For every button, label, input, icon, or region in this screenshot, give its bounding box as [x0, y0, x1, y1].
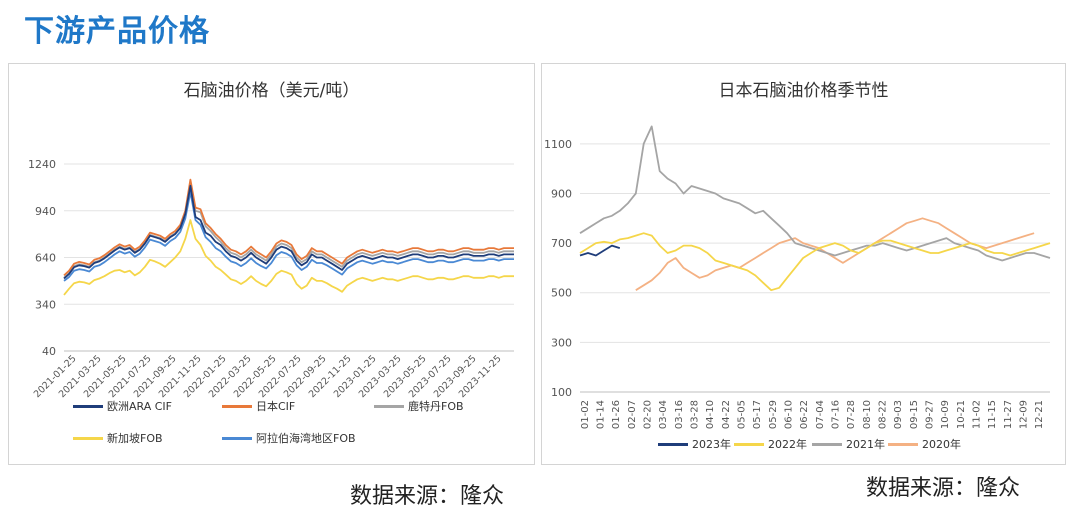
x-tick-label: 05-05 — [737, 400, 748, 429]
x-tick-label: 12-09 — [1019, 400, 1030, 429]
legend-item: 2023年 — [658, 436, 731, 452]
legend-swatch — [73, 404, 103, 408]
source-note-left: 数据来源：隆众 — [350, 484, 505, 509]
chart-panel-japan-seasonality: 日本石脑油价格季节性 100 300 500 700 900 1100 01-02 01-14… — [541, 63, 1066, 465]
legend-swatch — [658, 442, 688, 446]
legend-swatch — [374, 404, 404, 408]
x-tick-label: 01-14 — [596, 400, 607, 429]
legend-label: 2020年 — [922, 438, 961, 451]
legend-item: 鹿特丹FOB — [374, 398, 464, 414]
y-tick-label: 500 — [551, 287, 572, 300]
chart-title: 石脑油价格（美元/吨） — [183, 81, 360, 101]
x-tick-label: 03-16 — [674, 400, 685, 429]
y-tick-label: 1240 — [28, 158, 56, 171]
x-tick-label: 07-16 — [831, 400, 842, 429]
x-tick-label: 05-29 — [768, 400, 779, 429]
series-line-1 — [63, 178, 514, 277]
x-tick-label: 02-20 — [643, 400, 654, 429]
x-tick-label: 02-07 — [627, 400, 638, 429]
x-tick-label: 09-15 — [909, 400, 920, 429]
y-tick-label: 40 — [42, 345, 56, 358]
y-tick-label: 700 — [551, 237, 572, 250]
legend-item: 欧洲ARA CIF — [73, 398, 172, 414]
x-tick-label: 05-17 — [752, 400, 763, 429]
legend-label: 欧洲ARA CIF — [107, 400, 172, 413]
x-tick-label: 11-02 — [972, 400, 983, 429]
legend-swatch — [73, 436, 103, 440]
series-line-1 — [579, 232, 1051, 292]
x-tick-label: 06-10 — [784, 400, 795, 429]
legend-item: 日本CIF — [222, 398, 295, 414]
x-tick-label: 09-27 — [925, 400, 936, 429]
y-tick-label: 940 — [35, 205, 56, 218]
legend-label: 2023年 — [692, 438, 731, 451]
chart-title: 日本石脑油价格季节性 — [718, 81, 889, 101]
legend-swatch — [222, 436, 252, 440]
legend-label: 阿拉伯海湾地区FOB — [256, 432, 356, 445]
x-tick-label: 11-15 — [987, 400, 998, 429]
legend-label: 2022年 — [768, 438, 807, 451]
chart-naphtha-price: 4034064094012402021-01-252021-03-252021-… — [28, 158, 514, 400]
chart-panel-naphtha-price: 石脑油价格（美元/吨） 40 340 640 940 1240 2021-01-25 202… — [8, 63, 535, 465]
legend-swatch — [812, 442, 842, 446]
y-tick-label: 1100 — [544, 138, 572, 151]
x-tick-label: 10-09 — [940, 400, 951, 429]
x-tick-label: 04-22 — [721, 400, 732, 429]
x-tick-label: 12-21 — [1034, 400, 1045, 429]
legend-label: 日本CIF — [256, 400, 296, 413]
chart-japan-seasonality: 100 300 500 700 900 1100 01-02 01-14 01-26 02-07 0… — [544, 125, 1051, 429]
y-tick-label: 900 — [551, 187, 572, 200]
series-line-3 — [635, 217, 1035, 291]
legend-label: 2021年 — [846, 438, 885, 451]
legend-item: 2020年 — [888, 436, 961, 452]
x-tick-label: 03-04 — [658, 400, 669, 429]
legend-item: 新加坡FOB — [73, 430, 163, 446]
x-tick-label: 11-27 — [1003, 400, 1014, 429]
series-line-3 — [63, 219, 514, 296]
y-tick-label: 100 — [551, 386, 572, 399]
legend-swatch — [222, 404, 252, 408]
x-tick-label: 01-02 — [580, 400, 591, 429]
series-line-2 — [579, 125, 1051, 262]
series-line-2 — [63, 183, 514, 279]
legend-swatch — [888, 442, 918, 446]
legend-swatch — [734, 442, 764, 446]
series-line-0 — [63, 184, 514, 280]
legend-label: 鹿特丹FOB — [408, 400, 464, 413]
legend-item: 阿拉伯海湾地区FOB — [222, 430, 356, 446]
x-tick-label: 07-04 — [815, 400, 826, 429]
x-tick-label: 04-10 — [705, 400, 716, 429]
y-tick-label: 340 — [35, 298, 56, 311]
x-tick-label: 10-21 — [956, 400, 967, 429]
x-tick-label: 06-22 — [799, 400, 810, 429]
x-tick-label: 08-22 — [878, 400, 889, 429]
series-line-4 — [63, 191, 514, 282]
legend-item: 2021年 — [812, 436, 885, 452]
x-tick-label: 09-03 — [893, 400, 904, 429]
x-tick-label: 01-26 — [611, 400, 622, 429]
y-tick-label: 640 — [35, 252, 56, 265]
x-tick-label: 03-28 — [690, 400, 701, 429]
page-title: 下游产品价格 — [24, 14, 210, 49]
series-line-0 — [579, 244, 621, 257]
x-tick-label: 07-28 — [846, 400, 857, 429]
legend-item: 2022年 — [734, 436, 807, 452]
x-tick-label: 08-10 — [862, 400, 873, 429]
legend-label: 新加坡FOB — [107, 432, 163, 445]
source-note-right: 数据来源：隆众 — [866, 476, 1021, 501]
y-tick-label: 300 — [551, 336, 572, 349]
